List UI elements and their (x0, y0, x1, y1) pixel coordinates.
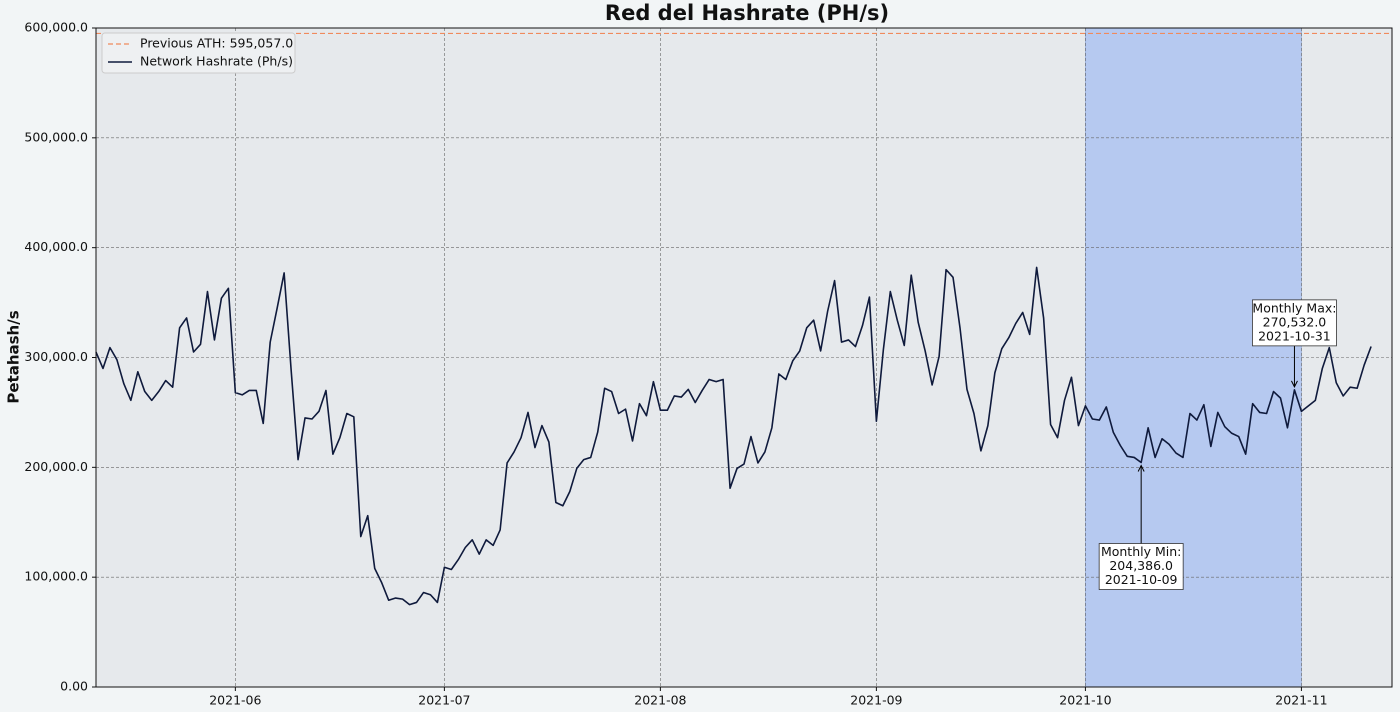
legend-label: Network Hashrate (Ph/s) (140, 54, 293, 69)
x-tick-label: 2021-09 (850, 693, 902, 708)
annotation-text: Monthly Min: (1101, 544, 1181, 559)
annotation-text: 204,386.0 (1109, 558, 1173, 573)
chart-title: Red del Hashrate (PH/s) (605, 1, 889, 25)
plot-frame (95, 27, 1393, 688)
x-tick-label: 2021-10 (1059, 693, 1111, 708)
y-tick-label: 500,000.0 (24, 129, 88, 144)
y-tick-label: 200,000.0 (24, 459, 88, 474)
x-tick-label: 2021-11 (1275, 693, 1327, 708)
legend-box (101, 32, 296, 74)
annotation-text: Monthly Max: (1252, 300, 1336, 315)
y-tick-label: 0.00 (60, 679, 88, 694)
y-tick-label: 100,000.0 (24, 569, 88, 584)
y-tick-label: 300,000.0 (24, 349, 88, 364)
annotation-box (1252, 299, 1337, 347)
x-tick-label: 2021-07 (418, 693, 470, 708)
data-line (95, 266, 1372, 606)
annotation-text: 2021-10-09 (1105, 572, 1178, 587)
legend-label: Previous ATH: 595,057.0 (140, 36, 293, 51)
annotation-text: 270,532.0 (1263, 314, 1327, 329)
annotation-text: 2021-10-31 (1258, 328, 1331, 343)
x-tick-label: 2021-06 (209, 693, 261, 708)
annotation-arrowhead (1291, 380, 1298, 388)
y-tick-label: 400,000.0 (24, 239, 88, 254)
x-tick-label: 2021-08 (634, 693, 686, 708)
annotation-box (1098, 543, 1184, 590)
y-tick-label: 600,000.0 (24, 20, 88, 35)
legend: Previous ATH: 595,057.0 Network Hashrate … (101, 32, 296, 74)
annotation-arrowhead (1137, 464, 1145, 472)
y-axis-label: Petahash/s (5, 310, 23, 403)
